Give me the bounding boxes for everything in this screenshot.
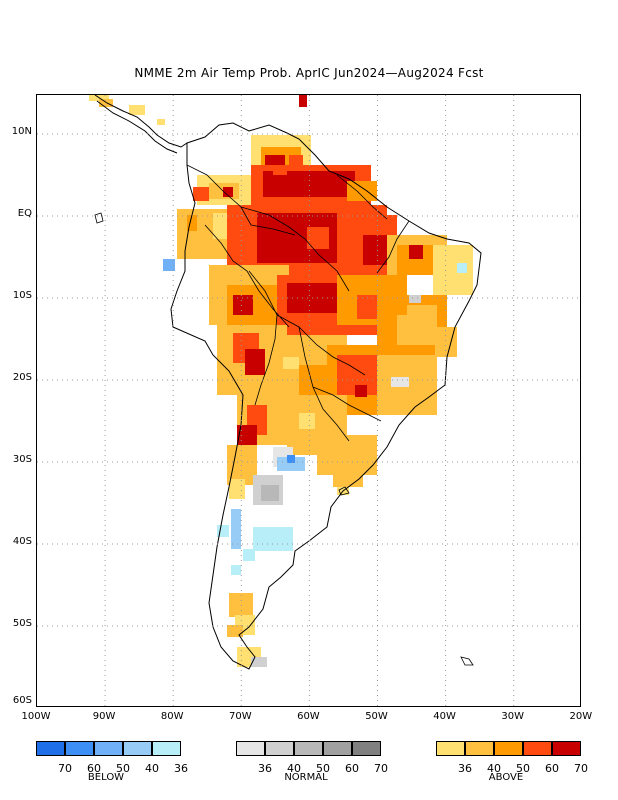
legend-swatch (294, 741, 323, 756)
south-america-coastline (170, 122, 482, 670)
legend-tick: 50 (516, 762, 530, 775)
lon-label: 20W (569, 711, 593, 722)
probability-cell (245, 349, 265, 375)
probability-cell (129, 105, 145, 115)
graticule (37, 95, 580, 706)
probability-cell (231, 565, 241, 575)
lat-label: 40S (12, 536, 32, 547)
legend-swatch (465, 741, 494, 756)
lat-label: 10N (11, 126, 32, 137)
probability-cell (251, 657, 267, 667)
probability-cell (435, 327, 457, 357)
probability-cell (227, 445, 257, 485)
probability-cell (223, 187, 233, 197)
probability-cell (397, 315, 437, 345)
legend-tick: 70 (574, 762, 588, 775)
probability-cell (157, 119, 165, 125)
probability-cell (299, 365, 329, 395)
lat-label: EQ (17, 208, 32, 219)
probability-cell (187, 215, 197, 231)
island-outlines (94, 212, 474, 666)
legend-swatch (236, 741, 265, 756)
legend-swatch (552, 741, 581, 756)
probability-cell (313, 285, 327, 299)
map-panel[interactable] (36, 94, 581, 707)
lon-label: 50W (365, 711, 388, 722)
lat-label: 50S (12, 618, 32, 629)
legend-swatch (65, 741, 94, 756)
probability-cell (391, 377, 409, 387)
probability-cell (307, 227, 329, 249)
forecast-map (37, 95, 580, 706)
legend-tick: 36 (458, 762, 472, 775)
legend-normal-title: NORMAL (284, 772, 328, 783)
lon-label: 40W (433, 711, 456, 722)
probability-cell (261, 485, 279, 501)
country-borders (186, 164, 410, 442)
legend-tick: 40 (145, 762, 159, 775)
legend-swatch (265, 741, 294, 756)
legend-swatch (523, 741, 552, 756)
probability-cell (347, 181, 377, 201)
probability-cell (287, 455, 295, 463)
probability-cell (253, 527, 293, 551)
legend-above-title: ABOVE (488, 772, 524, 783)
probability-cell (163, 259, 175, 271)
lon-label: 100W (21, 711, 51, 722)
probability-cell (277, 457, 305, 471)
legend-tick: 70 (374, 762, 388, 775)
legend-swatch (352, 741, 381, 756)
probability-cell (237, 425, 257, 445)
lon-label: 60W (297, 711, 320, 722)
legend-tick: 60 (345, 762, 359, 775)
legend-swatch (323, 741, 352, 756)
probability-cell (233, 295, 253, 315)
lon-label: 80W (160, 711, 184, 722)
legend-tick: 36 (174, 762, 188, 775)
legend-tick: 60 (87, 762, 101, 775)
legend-below-title: BELOW (87, 772, 125, 783)
legend-tick: 60 (545, 762, 559, 775)
legend-tick: 50 (116, 762, 130, 775)
probability-cell (227, 625, 243, 637)
legend-tick: 36 (258, 762, 272, 775)
probability-cell (457, 263, 467, 273)
probability-cell (273, 221, 301, 243)
probability-cell (217, 525, 229, 537)
lat-label: 60S (12, 695, 32, 706)
lat-label: 20S (12, 372, 32, 383)
lon-label: 70W (228, 711, 252, 722)
legend-swatch (152, 741, 181, 756)
legend-swatch (494, 741, 523, 756)
probability-cell (409, 295, 421, 303)
probability-cell (409, 245, 423, 259)
lat-label: 10S (12, 290, 32, 301)
legend-tick: 40 (487, 762, 501, 775)
probability-cell (193, 187, 209, 201)
central-america-coastline (94, 95, 188, 154)
probability-cell (355, 385, 367, 397)
probability-cells (89, 95, 473, 667)
lat-label: 30S (12, 454, 32, 465)
probability-cell (99, 99, 113, 107)
map-title: NMME 2m Air Temp Prob. AprIC Jun2024—Aug… (134, 66, 484, 80)
legend-swatch (94, 741, 123, 756)
lon-label: 90W (92, 711, 116, 722)
legend-tick: 40 (287, 762, 301, 775)
legend-tick: 50 (316, 762, 330, 775)
probability-cell (231, 509, 241, 549)
legend-swatch (123, 741, 152, 756)
legend-tick: 70 (58, 762, 72, 775)
probability-cell (243, 549, 255, 561)
probability-cell (299, 95, 307, 107)
probability-cell (333, 467, 363, 487)
legend-swatch (436, 741, 465, 756)
probability-cell (283, 357, 299, 369)
probability-cell (273, 165, 287, 175)
probability-cell (299, 413, 315, 429)
probability-cell (229, 479, 245, 499)
lon-label: 30W (501, 711, 524, 722)
legend-swatch (36, 741, 65, 756)
